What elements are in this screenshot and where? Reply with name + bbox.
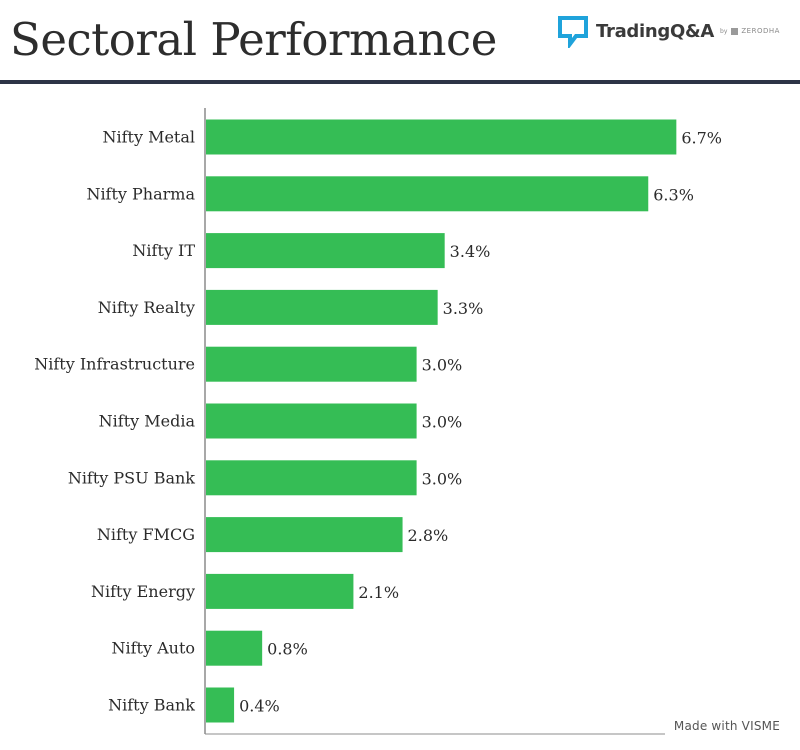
bar bbox=[206, 176, 649, 212]
value-label: 3.0% bbox=[422, 469, 463, 488]
bar bbox=[206, 403, 417, 439]
bar bbox=[206, 460, 417, 496]
value-label: 0.4% bbox=[239, 697, 280, 716]
value-label: 3.3% bbox=[443, 299, 484, 318]
category-label: Nifty FMCG bbox=[97, 525, 195, 544]
made-with-credit: Made with VISME bbox=[673, 719, 780, 733]
value-label: 3.0% bbox=[422, 413, 463, 432]
bar bbox=[206, 630, 263, 666]
value-label: 2.1% bbox=[358, 583, 399, 602]
bar bbox=[206, 289, 438, 325]
bar bbox=[206, 233, 445, 269]
category-label: Nifty Bank bbox=[108, 696, 195, 715]
category-label: Nifty IT bbox=[132, 241, 195, 260]
brand-partner: ZERODHA bbox=[731, 27, 780, 35]
brand-name: TradingQ&A bbox=[596, 20, 715, 42]
category-label: Nifty Infrastructure bbox=[34, 355, 195, 374]
category-label: Nifty Energy bbox=[91, 582, 195, 601]
category-label: Nifty Pharma bbox=[86, 184, 195, 203]
value-label: 2.8% bbox=[408, 526, 449, 545]
tradingqa-logo-icon bbox=[558, 16, 588, 48]
bar bbox=[206, 346, 417, 382]
category-label: Nifty Metal bbox=[102, 128, 195, 147]
bar bbox=[206, 573, 354, 609]
bar bbox=[206, 517, 403, 553]
category-label: Nifty Media bbox=[99, 412, 196, 431]
page-title: Sectoral Performance bbox=[10, 13, 497, 66]
brand-by: by bbox=[720, 27, 728, 35]
category-label: Nifty Realty bbox=[98, 298, 195, 317]
value-label: 6.7% bbox=[681, 129, 722, 148]
value-label: 3.0% bbox=[422, 356, 463, 375]
zerodha-logo-icon bbox=[731, 27, 739, 35]
bar bbox=[206, 119, 677, 155]
title-divider bbox=[0, 80, 800, 84]
category-label: Nifty PSU Bank bbox=[68, 468, 195, 487]
value-label: 3.4% bbox=[450, 242, 491, 261]
category-label: Nifty Auto bbox=[111, 639, 195, 658]
sectoral-bar-chart: Nifty Metal 6.7% Nifty Pharma 6.3% Nifty IT 3… bbox=[34, 108, 722, 735]
value-label: 6.3% bbox=[653, 185, 694, 204]
brand-logo: TradingQ&A by ZERODHA bbox=[556, 14, 780, 48]
bar bbox=[206, 687, 235, 723]
value-label: 0.8% bbox=[267, 640, 308, 659]
brand-partner-name: ZERODHA bbox=[741, 27, 780, 35]
